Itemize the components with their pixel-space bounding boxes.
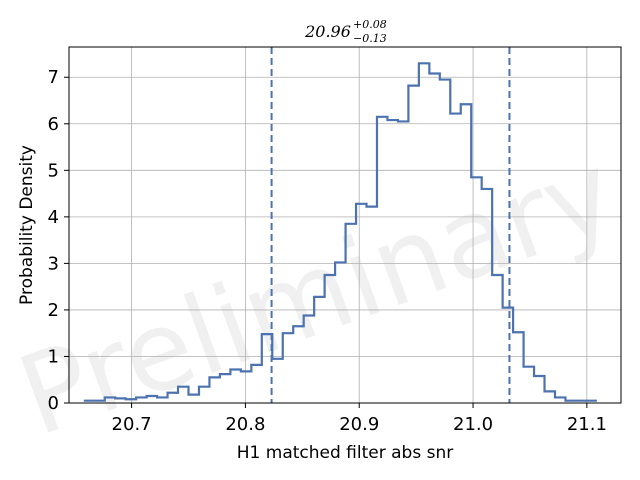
credible-interval-lines: [270, 47, 511, 403]
title-upper-error: +0.08: [353, 18, 387, 31]
x-tick-label: 20.7: [112, 414, 152, 435]
title-value: 20.96: [304, 22, 351, 41]
histogram-series: [83, 62, 597, 402]
y-tick-label: 2: [48, 300, 59, 321]
y-tick-label: 4: [48, 207, 59, 228]
y-axis-label: Probability Density: [17, 145, 37, 305]
title-lower-error: −0.13: [353, 32, 387, 45]
y-tick-label: 1: [48, 346, 59, 367]
x-ticks: 20.7 20.8 20.9 21.0 21.1: [112, 403, 607, 435]
y-tick-label: 3: [48, 253, 59, 274]
x-tick-label: 21.0: [453, 414, 493, 435]
y-tick-label: 7: [48, 67, 59, 88]
x-axis-label: H1 matched filter abs snr: [237, 443, 453, 463]
y-tick-label: 6: [48, 114, 59, 135]
chart-title: 20.96 +0.08 −0.13: [304, 18, 387, 45]
histogram-step-line: [83, 62, 597, 402]
y-tick-label: 5: [48, 160, 59, 181]
plot-frame: [68, 46, 622, 404]
y-ticks: 0 1 2 3 4 5 6 7: [48, 67, 69, 414]
preliminary-watermark: Preliminary: [3, 128, 630, 461]
x-tick-label: 20.9: [339, 414, 379, 435]
x-tick-label: 21.1: [567, 414, 607, 435]
y-tick-label: 0: [48, 393, 59, 414]
x-tick-label: 20.8: [225, 414, 265, 435]
